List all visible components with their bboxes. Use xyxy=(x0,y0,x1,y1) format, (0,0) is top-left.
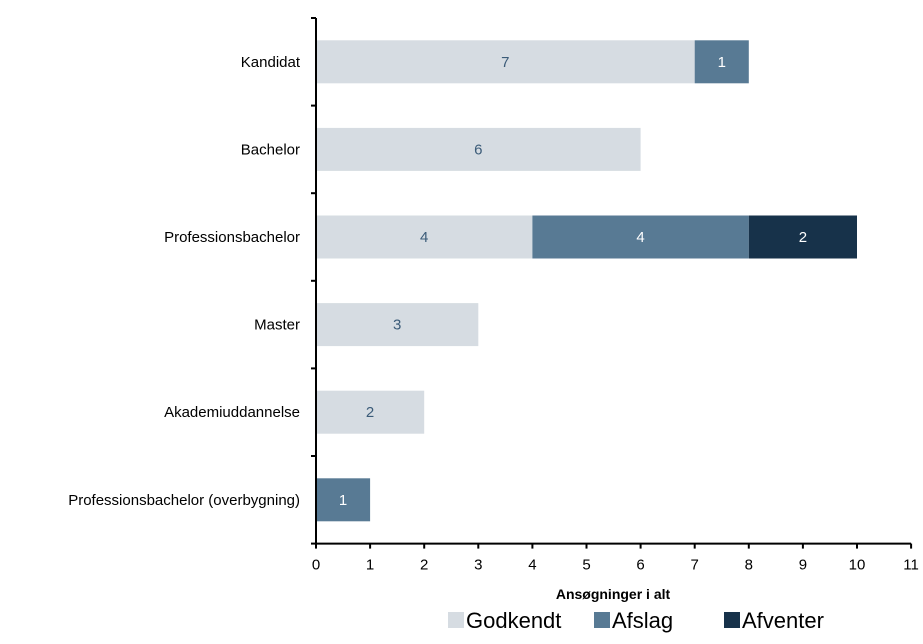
bar-professionsbachelor-afventer xyxy=(748,215,857,259)
category-label-master: Master xyxy=(254,317,300,334)
legend-label-godkendt: Godkendt xyxy=(466,608,561,633)
data-label-kandidat-afslag: 1 xyxy=(718,54,726,71)
data-labels-layer: 7 1 6 4 4 2 3 2 1 xyxy=(339,54,807,509)
x-tick-label-5: 5 xyxy=(582,557,590,574)
data-label-master-godkendt: 3 xyxy=(393,317,401,334)
data-label-akademiuddannelse-godkendt: 2 xyxy=(366,404,374,421)
bars-layer xyxy=(316,40,857,522)
legend-swatch-afslag xyxy=(594,612,610,628)
bar-bachelor-godkendt xyxy=(316,127,641,171)
bar-akademiuddannelse-godkendt xyxy=(316,390,425,434)
x-tick-label-2: 2 xyxy=(420,557,428,574)
x-axis-title: Ansøgninger i alt xyxy=(556,586,671,602)
data-label-professionsbachelor-godkendt: 4 xyxy=(420,229,428,246)
bar-professionsbachelor-afslag xyxy=(532,215,749,259)
bar-professionsbachelor-godkendt xyxy=(316,215,533,259)
x-tick-label-9: 9 xyxy=(799,557,807,574)
category-label-professionsbachelor-overbygning: Professionsbachelor (overbygning) xyxy=(68,492,300,509)
x-tick-label-10: 10 xyxy=(849,557,866,574)
x-tick-label-4: 4 xyxy=(528,557,536,574)
bar-kandidat-afslag xyxy=(694,40,749,84)
x-tick-label-1: 1 xyxy=(366,557,374,574)
bar-kandidat-godkendt xyxy=(316,40,695,84)
x-tick-label-3: 3 xyxy=(474,557,482,574)
data-label-kandidat-godkendt: 7 xyxy=(501,54,509,71)
data-label-professionsbachelor-overbygning-afslag: 1 xyxy=(339,492,347,509)
legend: Godkendt Afslag Afventer xyxy=(448,608,824,633)
bar-master-godkendt xyxy=(316,303,479,347)
category-label-kandidat: Kandidat xyxy=(241,54,301,71)
data-label-professionsbachelor-afventer: 2 xyxy=(799,229,807,246)
category-label-professionsbachelor: Professionsbachelor xyxy=(164,229,300,246)
data-label-professionsbachelor-afslag: 4 xyxy=(636,229,644,246)
axes-layer: Kandidat Bachelor Professionsbachelor Maste… xyxy=(68,17,919,574)
x-tick-label-8: 8 xyxy=(745,557,753,574)
category-label-akademiuddannelse: Akademiuddannelse xyxy=(164,404,300,421)
category-label-bachelor: Bachelor xyxy=(241,141,300,158)
data-label-bachelor-godkendt: 6 xyxy=(474,141,482,158)
x-tick-label-7: 7 xyxy=(691,557,699,574)
legend-swatch-afventer xyxy=(724,612,740,628)
legend-label-afslag: Afslag xyxy=(612,608,673,633)
legend-swatch-godkendt xyxy=(448,612,464,628)
x-tick-label-0: 0 xyxy=(312,557,320,574)
x-tick-label-6: 6 xyxy=(636,557,644,574)
legend-label-afventer: Afventer xyxy=(742,608,824,633)
x-tick-label-11: 11 xyxy=(903,557,919,574)
bar-professionsbachelor-overbygning-afslag xyxy=(316,478,371,522)
